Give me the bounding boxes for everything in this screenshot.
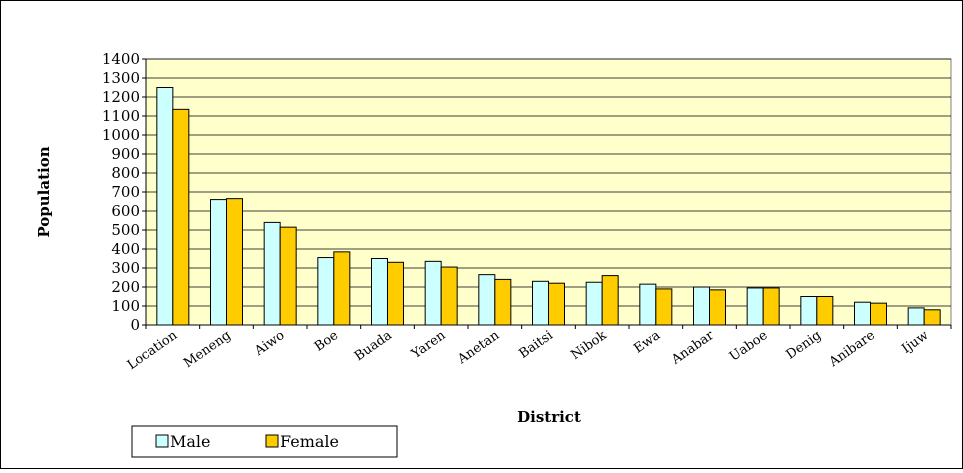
- y-axis-title: Population: [35, 146, 53, 237]
- y-tick-label: 300: [111, 259, 140, 277]
- x-tick-label: Denig: [784, 328, 825, 363]
- legend-label-female: Female: [280, 432, 339, 451]
- y-tick-label: 600: [111, 202, 140, 220]
- x-tick-label: Aiwo: [251, 328, 287, 360]
- bar-female-location: [173, 109, 189, 325]
- bar-male-uaboe: [747, 288, 763, 325]
- bar-male-boe: [318, 258, 334, 325]
- bar-male-meneng: [211, 200, 227, 325]
- y-tick-label: 400: [111, 240, 140, 258]
- y-tick-label: 100: [111, 297, 140, 315]
- bar-female-anibare: [871, 303, 887, 325]
- x-axis-title: District: [517, 408, 581, 426]
- y-tick-label: 800: [111, 164, 140, 182]
- bar-female-boe: [334, 252, 350, 325]
- bar-female-aiwo: [280, 227, 296, 325]
- bar-male-baitsi: [533, 281, 549, 325]
- bar-male-anetan: [479, 275, 495, 325]
- bar-female-nibok: [602, 276, 618, 325]
- x-tick-label: Ewa: [631, 328, 663, 357]
- x-tick-label: Location: [125, 328, 181, 373]
- bar-male-location: [157, 88, 173, 326]
- legend-swatch-female: [266, 435, 278, 447]
- bar-male-anibare: [855, 302, 871, 325]
- bar-female-meneng: [227, 199, 243, 325]
- bar-female-buada: [388, 262, 404, 325]
- x-tick-label: Anetan: [454, 328, 502, 368]
- bar-male-anabar: [694, 287, 710, 325]
- bar-male-buada: [372, 259, 388, 326]
- bar-female-ewa: [656, 289, 672, 325]
- x-tick-label: Anibare: [826, 328, 878, 371]
- x-tick-label: Yaren: [408, 328, 449, 363]
- bar-female-anetan: [495, 279, 511, 325]
- legend-swatch-male: [156, 435, 168, 447]
- legend: Male Female: [132, 426, 397, 457]
- y-tick-label: 1300: [102, 69, 140, 87]
- x-tick-label: Uaboe: [727, 328, 771, 365]
- bar-male-aiwo: [264, 222, 280, 325]
- y-tick-label: 1200: [102, 88, 140, 106]
- bar-female-uaboe: [763, 288, 779, 325]
- legend-label-male: Male: [170, 432, 211, 451]
- y-tick-label: 900: [111, 145, 140, 163]
- bar-female-ijuw: [924, 310, 940, 325]
- bar-male-nibok: [586, 282, 602, 325]
- x-tick-label: Nibok: [568, 328, 609, 363]
- bar-female-denig: [817, 297, 833, 326]
- x-tick-label: Baitsi: [516, 328, 555, 362]
- x-tick-label: Ijuw: [899, 328, 931, 357]
- y-tick-label: 0: [130, 316, 140, 334]
- x-tick-label: Meneng: [181, 328, 234, 371]
- bar-female-baitsi: [549, 283, 565, 325]
- y-tick-label: 200: [111, 278, 140, 296]
- y-tick-label: 1100: [102, 107, 140, 125]
- bar-male-ewa: [640, 284, 656, 325]
- bar-female-anabar: [710, 290, 726, 325]
- bar-female-yaren: [441, 267, 457, 325]
- bar-male-ijuw: [908, 308, 924, 325]
- y-tick-label: 500: [111, 221, 140, 239]
- y-tick-label: 1400: [102, 50, 140, 68]
- bar-male-yaren: [425, 261, 441, 325]
- x-tick-label: Buada: [352, 328, 395, 364]
- y-tick-label: 700: [111, 183, 140, 201]
- bar-male-denig: [801, 297, 817, 326]
- y-tick-label: 1000: [102, 126, 140, 144]
- x-axis-ticks: Location Meneng Aiwo Boe Buada Yaren Anetan Bai…: [125, 325, 951, 373]
- y-axis-ticks: 0100200300400500600700800900100011001200…: [102, 50, 146, 334]
- x-tick-label: Anabar: [668, 328, 717, 369]
- x-tick-label: Boe: [312, 328, 341, 355]
